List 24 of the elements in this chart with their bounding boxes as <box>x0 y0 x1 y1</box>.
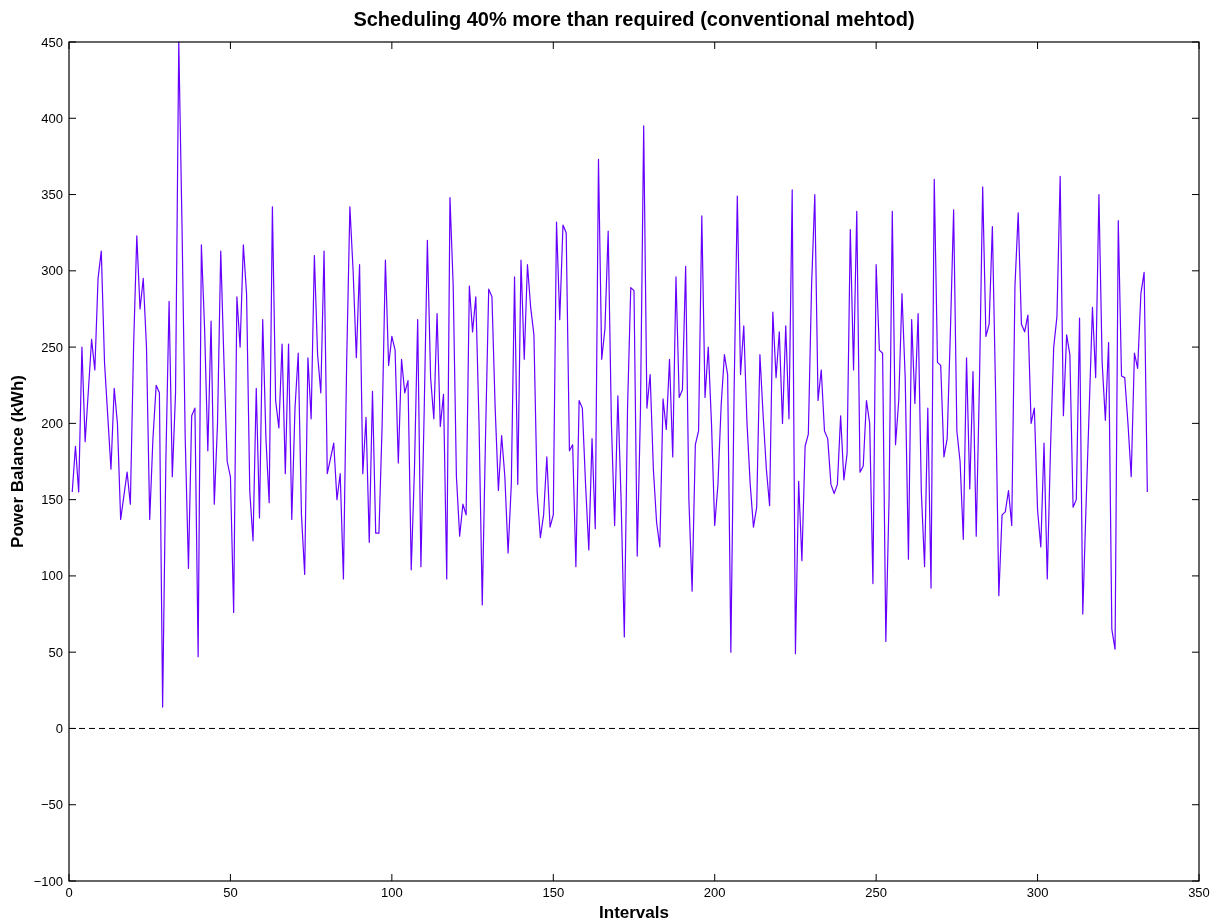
y-axis-title: Power Balance (kWh) <box>8 375 27 548</box>
y-tick-label: 150 <box>41 492 63 508</box>
y-tick-label: −100 <box>33 873 63 889</box>
x-tick-label: 50 <box>223 885 238 900</box>
y-tick-label: 100 <box>41 568 63 584</box>
x-tick-label: 100 <box>381 885 403 900</box>
y-tick-label: 350 <box>41 187 63 203</box>
y-tick-label: 0 <box>55 720 63 736</box>
x-tick-label: 200 <box>703 885 726 900</box>
line-series <box>71 41 1148 708</box>
y-tick-label: 300 <box>41 263 63 279</box>
y-tick-label: 50 <box>48 644 63 660</box>
x-tick-label: 0 <box>65 885 73 900</box>
y-tick-label: 400 <box>41 110 63 126</box>
y-tick-label: −50 <box>40 797 63 813</box>
chart-title: Scheduling 40% more than required (conventional mehtod) <box>353 8 915 30</box>
x-tick-label: 250 <box>865 885 887 900</box>
y-tick-label: 200 <box>41 415 63 431</box>
x-tick-label: 150 <box>542 885 565 900</box>
y-tick-label: 450 <box>41 34 63 50</box>
x-tick-label: 350 <box>1188 885 1210 900</box>
x-tick-label: 300 <box>1026 885 1049 900</box>
x-axis-title: Intervals <box>599 903 669 922</box>
y-tick-label: 250 <box>41 339 63 355</box>
